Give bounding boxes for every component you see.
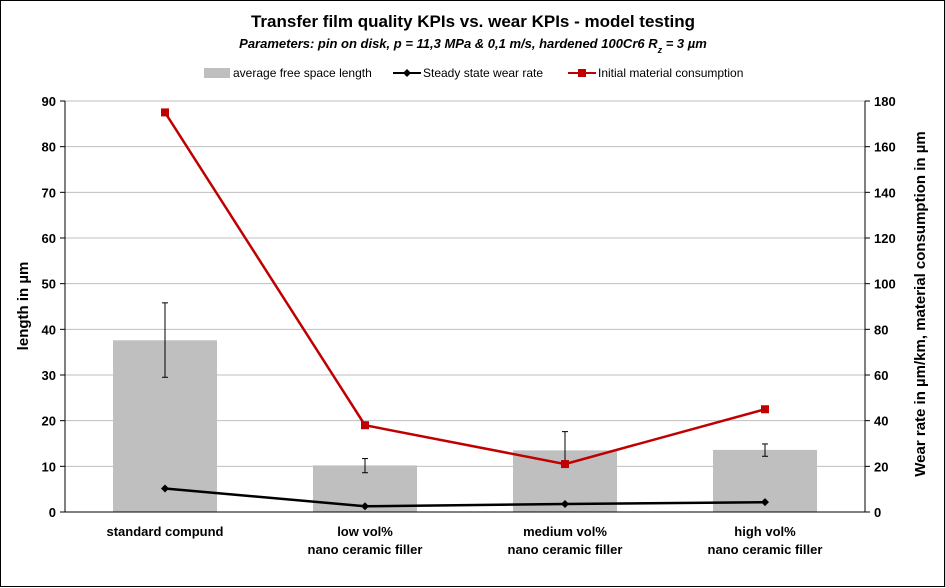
category-label: nano ceramic filler	[308, 542, 423, 557]
y-axis-title: length in µm	[15, 262, 32, 351]
right-tick-label: 20	[874, 459, 888, 474]
axes	[60, 100, 870, 513]
right-tick-label: 80	[874, 322, 888, 337]
category-labels: standard compund low vol% nano ceramic fil…	[106, 524, 822, 557]
legend-label-wear-rate: Steady state wear rate	[423, 66, 543, 80]
marker-material-consumption	[761, 405, 769, 414]
left-tick-label: 50	[42, 277, 56, 292]
legend-consumption-marker	[578, 69, 586, 77]
right-tick-label: 180	[874, 94, 896, 109]
left-tick-label: 40	[42, 322, 56, 337]
left-tick-label: 20	[42, 414, 56, 429]
right-tick-label: 120	[874, 231, 896, 246]
legend-label-free-space: average free space length	[233, 66, 372, 80]
line-steady-state-wear-rate	[164, 487, 766, 508]
left-tick-label: 70	[42, 185, 56, 200]
marker-wear-rate	[361, 502, 369, 511]
error-bars	[162, 302, 768, 474]
marker-material-consumption	[161, 108, 169, 117]
right-tick-label: 40	[874, 414, 888, 429]
left-tick-label: 60	[42, 231, 56, 246]
y2-axis-title: Wear rate in µm/km, material consumption…	[912, 131, 929, 476]
category-label: high vol%	[734, 524, 796, 539]
right-tick-label: 0	[874, 505, 881, 520]
right-tick-label: 60	[874, 368, 888, 383]
chart-subtitle: Parameters: pin on disk, p = 11,3 MPa & …	[239, 36, 707, 55]
category-label: medium vol%	[523, 524, 607, 539]
legend-bar-swatch	[204, 68, 230, 78]
marker-wear-rate	[561, 500, 569, 509]
series-lines	[163, 111, 766, 508]
right-tick-label: 160	[874, 140, 896, 155]
category-label: nano ceramic filler	[708, 542, 823, 557]
category-label: nano ceramic filler	[508, 542, 623, 557]
legend-wear-marker	[403, 69, 411, 77]
left-tick-label: 80	[42, 140, 56, 155]
category-label: low vol%	[337, 524, 393, 539]
category-label: standard compund	[106, 524, 223, 539]
marker-material-consumption	[361, 421, 369, 430]
legend-label-consumption: Initial material consumption	[598, 66, 743, 80]
right-tick-label: 100	[874, 277, 896, 292]
line-initial-material-consumption	[163, 111, 766, 466]
marker-wear-rate	[761, 498, 769, 507]
left-tick-label: 90	[42, 94, 56, 109]
left-tick-label: 30	[42, 368, 56, 383]
series-markers	[161, 108, 769, 511]
chart-title: Transfer film quality KPIs vs. wear KPIs…	[251, 12, 695, 31]
right-tick-label: 140	[874, 185, 896, 200]
marker-wear-rate	[161, 484, 169, 493]
left-tick-label: 0	[49, 505, 56, 520]
marker-material-consumption	[561, 460, 569, 469]
left-tick-label: 10	[42, 459, 56, 474]
left-tick-labels: 0 10 20 30 40 50 60 70 80 90	[42, 94, 56, 520]
right-tick-labels: 0 20 40 60 80 100 120 140 160 180	[874, 94, 896, 520]
bars	[113, 340, 817, 512]
legend: average free space length Steady state w…	[204, 66, 743, 80]
